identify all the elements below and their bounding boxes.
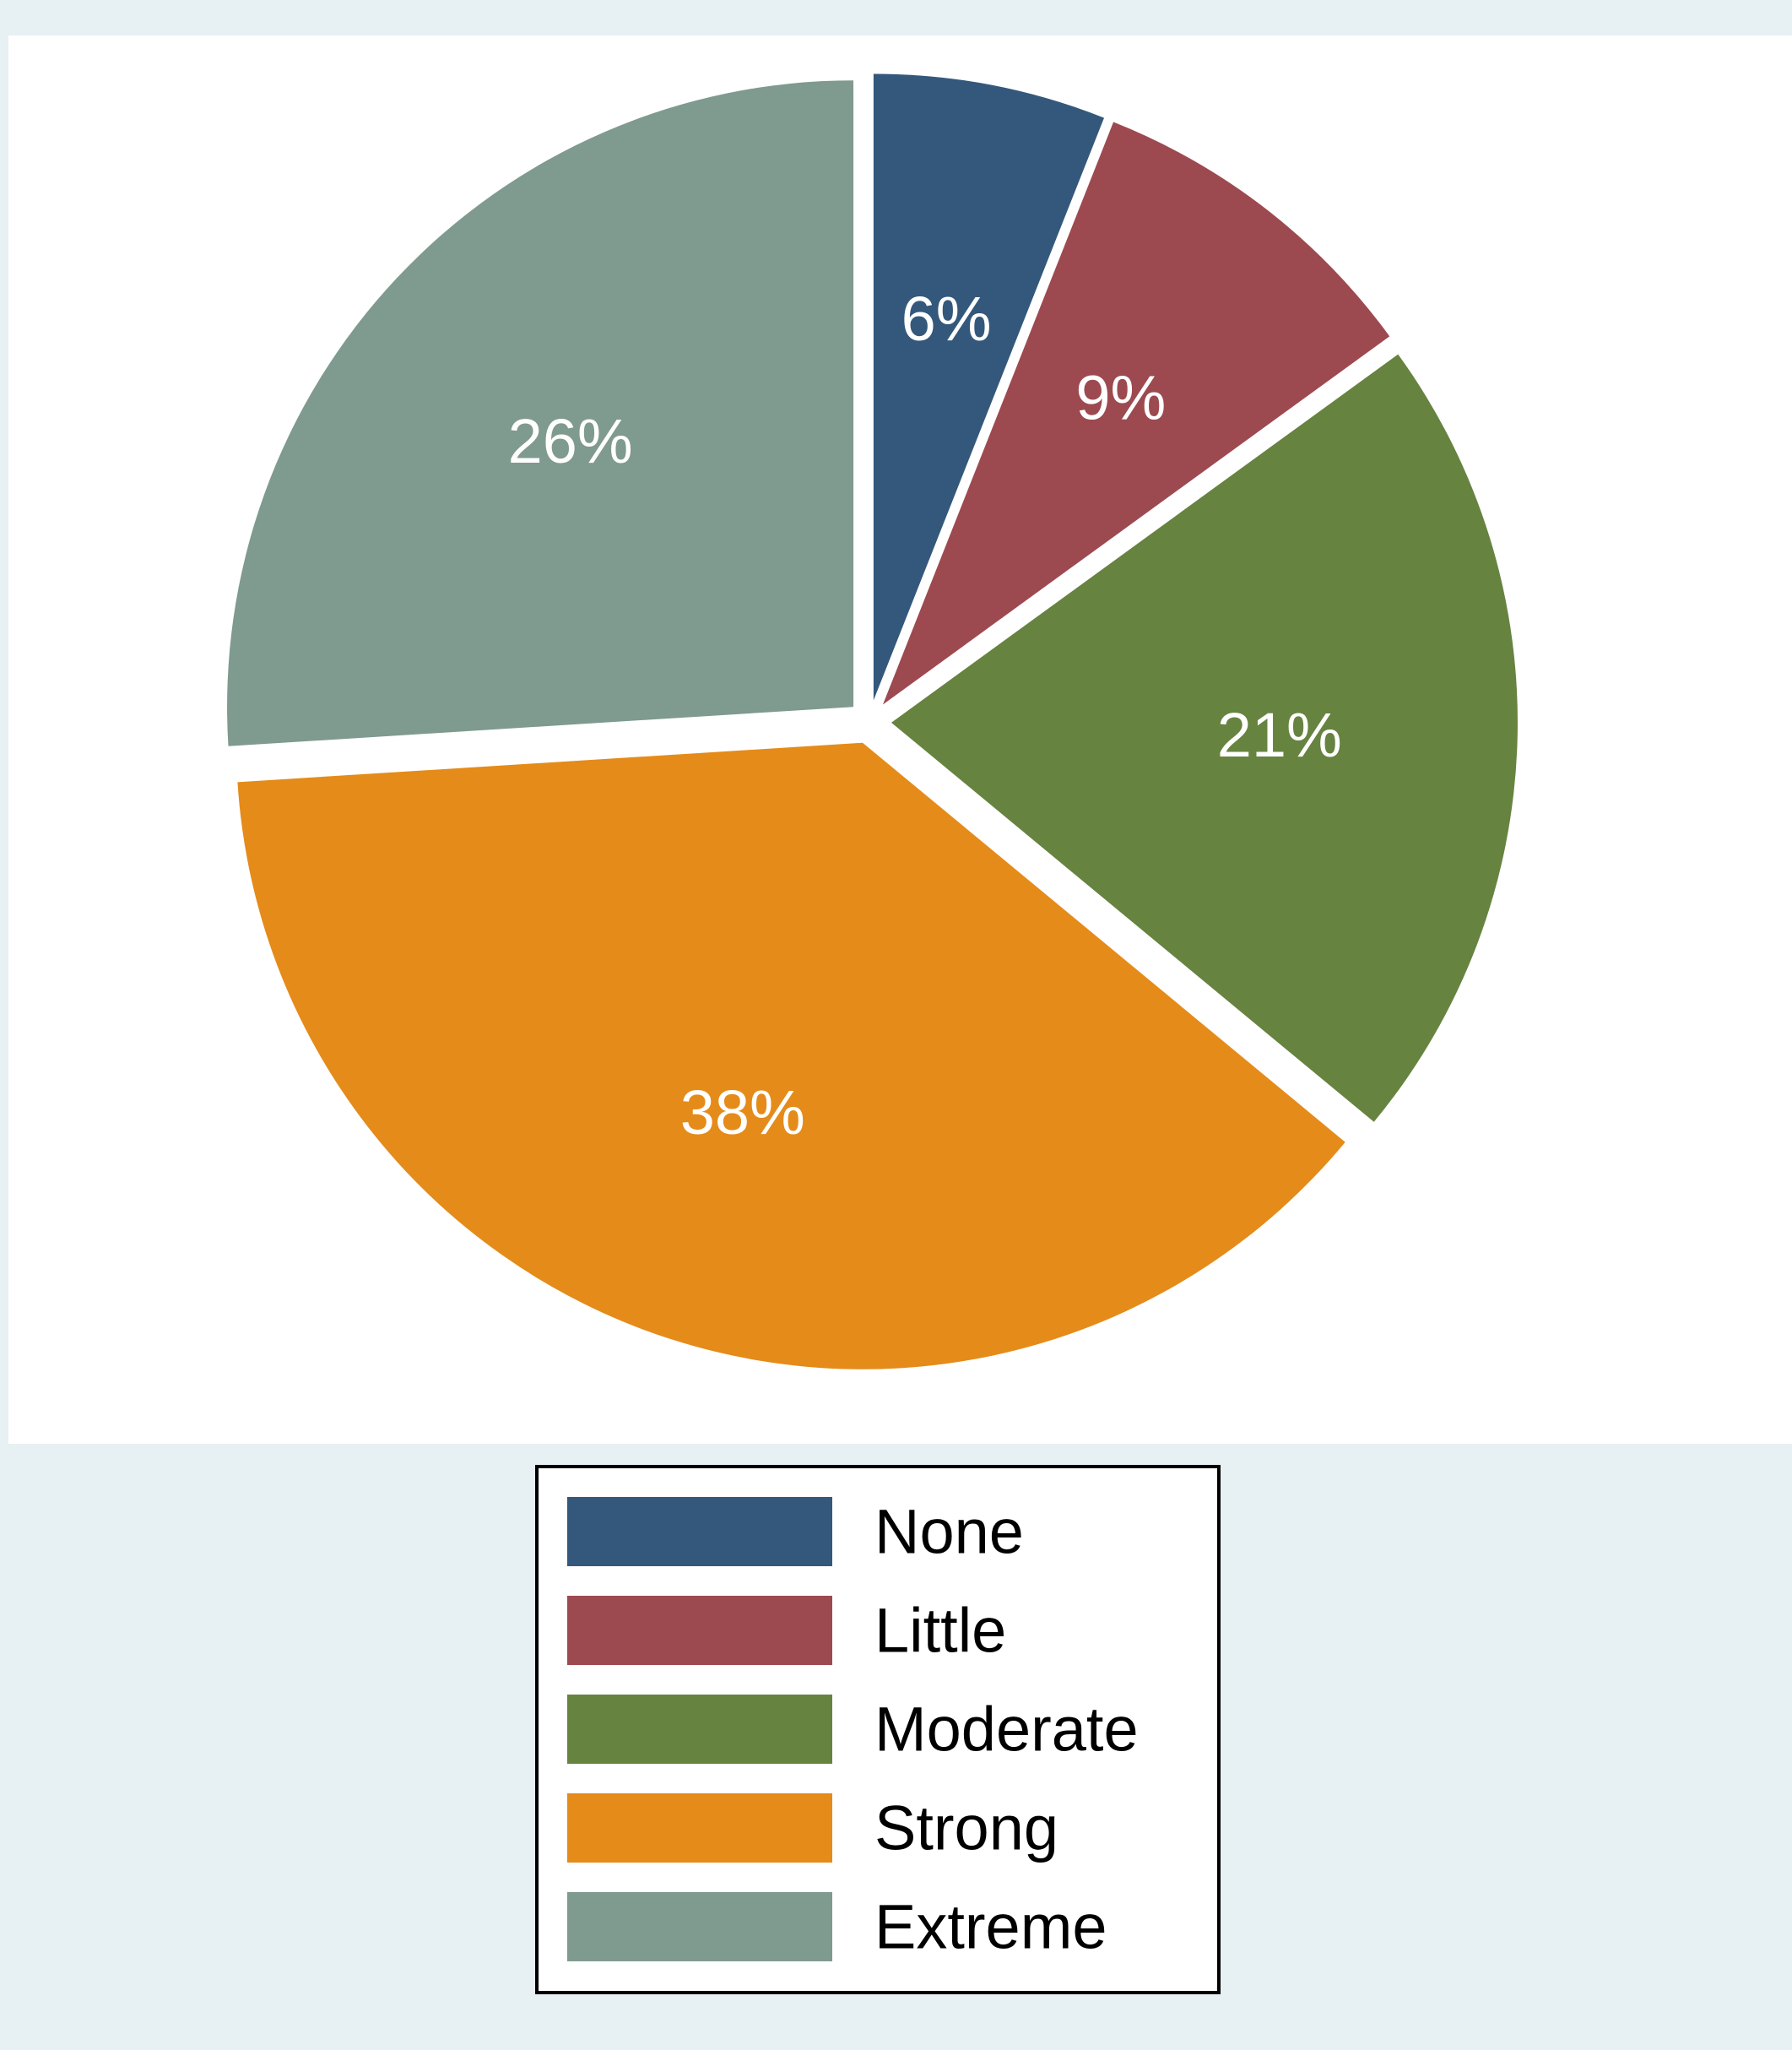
pie-slices (227, 73, 1518, 1369)
legend-swatch-none (567, 1497, 832, 1566)
slice-label-little: 9% (1075, 362, 1166, 432)
legend-items: None Little Moderate Strong Extreme (567, 1497, 1139, 1962)
legend-swatch-little (567, 1596, 832, 1665)
slice-label-extreme: 26% (508, 406, 633, 476)
slice-label-strong: 38% (680, 1077, 805, 1147)
legend-label-moderate: Moderate (874, 1695, 1139, 1765)
pie-slice-little (882, 122, 1390, 705)
legend-label-none: None (874, 1497, 1024, 1567)
slice-label-none: 6% (901, 284, 992, 354)
legend-swatch-strong (567, 1793, 832, 1863)
pie-slice-none (873, 73, 1105, 701)
pie-slice-extreme (227, 80, 854, 746)
legend-swatch-extreme (567, 1892, 832, 1961)
slice-label-moderate: 21% (1217, 700, 1342, 770)
legend-swatch-moderate (567, 1695, 832, 1764)
legend-label-strong: Strong (874, 1793, 1058, 1863)
legend: None Little Moderate Strong Extreme (535, 1465, 1221, 1994)
legend-label-extreme: Extreme (874, 1892, 1107, 1962)
pie-value-labels: 6% 9% 21% 38% 26% (508, 284, 1342, 1147)
pie-slice-moderate (891, 354, 1518, 1122)
legend-label-little: Little (874, 1596, 1006, 1666)
pie-slice-strong (237, 742, 1345, 1369)
